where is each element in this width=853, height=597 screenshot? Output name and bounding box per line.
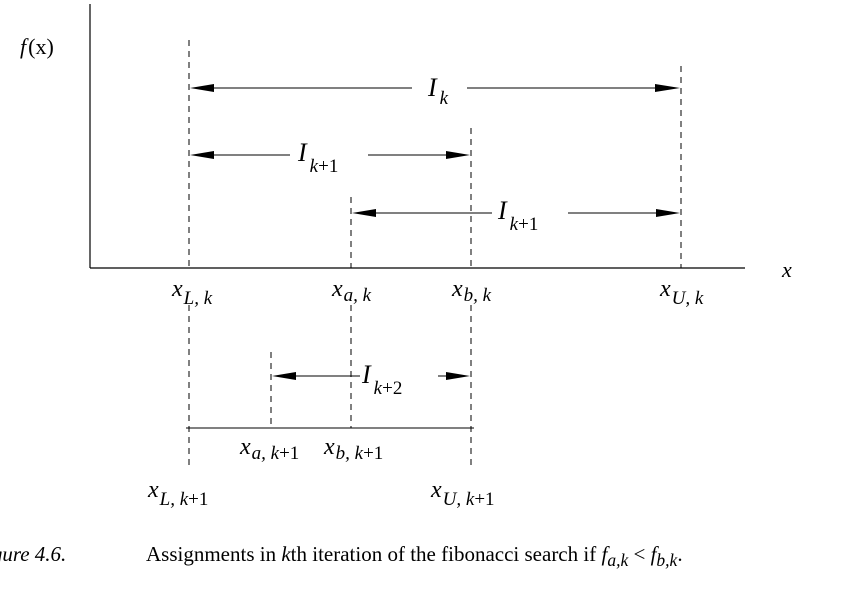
- y-axis-label: f(x): [20, 34, 54, 59]
- point-label-xb-k: xb, k: [451, 276, 492, 306]
- figure-caption: igure 4.6. Assignments in kth iteration …: [0, 542, 853, 572]
- point-label-xa-k1: xa, k+1: [239, 434, 299, 464]
- x-axis-label: x: [781, 257, 792, 282]
- point-label-xu-k1: xU, k+1: [430, 477, 495, 510]
- figure-label: igure 4.6.: [0, 542, 67, 566]
- caption-text: Assignments in kth iteration of the fibo…: [146, 542, 683, 571]
- point-label-xu-k: xU, k: [659, 276, 704, 309]
- point-label-xl-k: xL, k: [171, 276, 213, 309]
- point-label-xl-k1: xL, k+1: [147, 477, 208, 510]
- point-label-xb-k1: xb, k+1: [323, 434, 383, 464]
- point-label-xa-k: xa, k: [331, 276, 372, 306]
